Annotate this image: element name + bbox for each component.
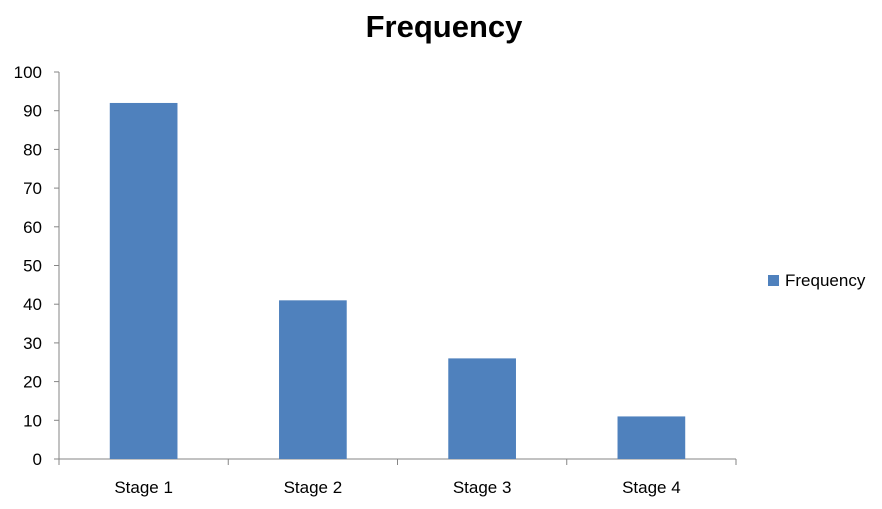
legend-label: Frequency xyxy=(785,271,866,290)
y-tick-label: 60 xyxy=(23,218,42,237)
y-tick-label: 40 xyxy=(23,295,42,314)
y-tick-label: 0 xyxy=(33,450,42,469)
y-tick-label: 90 xyxy=(23,102,42,121)
x-tick-label: Stage 3 xyxy=(453,478,512,497)
x-tick-label: Stage 2 xyxy=(284,478,343,497)
y-tick-label: 10 xyxy=(23,411,42,430)
bar xyxy=(279,300,347,459)
y-tick-label: 50 xyxy=(23,257,42,276)
y-tick-label: 20 xyxy=(23,373,42,392)
bar xyxy=(617,416,686,459)
bar xyxy=(109,102,178,460)
bars xyxy=(109,102,686,460)
y-tick-label: 70 xyxy=(23,179,42,198)
legend-swatch xyxy=(768,275,779,286)
x-tick-label: Stage 1 xyxy=(114,478,173,497)
legend: Frequency xyxy=(768,271,866,290)
chart-title: Frequency xyxy=(366,9,524,44)
y-tick-label: 80 xyxy=(23,140,42,159)
y-tick-label: 30 xyxy=(23,334,42,353)
x-axis: Stage 1 Stage 2 Stage 3 Stage 4 xyxy=(58,458,737,497)
x-tick-label: Stage 4 xyxy=(622,478,681,497)
bar xyxy=(448,358,516,459)
y-tick-label: 100 xyxy=(14,63,42,82)
y-axis: 0 10 20 30 40 50 60 70 80 90 100 xyxy=(14,63,60,469)
